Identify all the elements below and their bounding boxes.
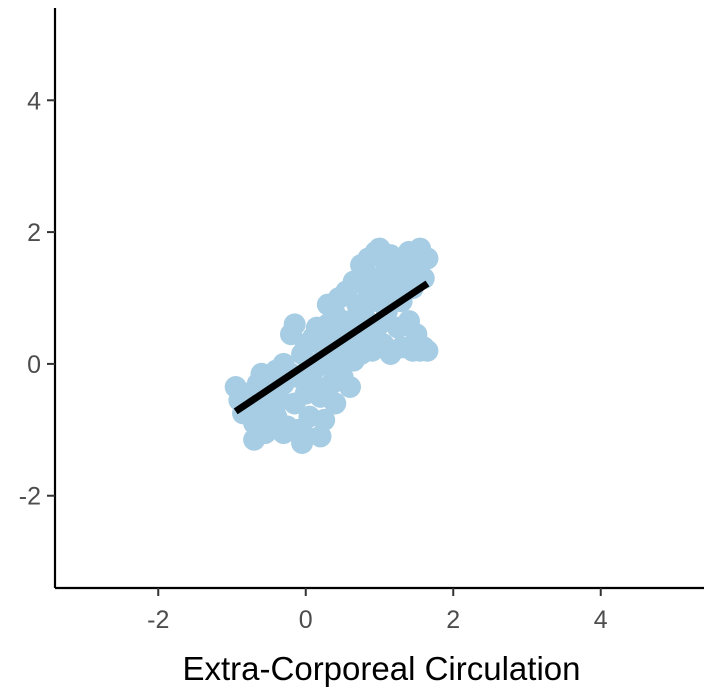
data-point [294,425,317,448]
data-point [272,422,295,445]
data-point [283,313,306,336]
data-point [324,392,347,415]
x-axis-title: Extra-Corporeal Circulation [183,650,581,687]
x-tick-label: 4 [594,606,608,634]
regression-line [233,280,430,415]
y-tick-label: 4 [27,87,41,115]
y-axis-ticks: -2 0 2 4 [19,87,55,511]
data-point [316,293,339,316]
y-tick-label: 0 [27,351,41,379]
x-tick-label: -2 [147,606,169,634]
x-axis-ticks: -2 0 2 4 [147,588,608,634]
data-point [250,362,273,385]
data-point [416,339,439,362]
points-layer [224,237,439,454]
x-tick-label: 0 [299,606,313,634]
data-point [313,408,336,431]
data-point [416,247,439,270]
y-tick-label: -2 [19,483,41,511]
data-point [339,375,361,398]
data-point [412,267,435,290]
x-tick-label: 2 [446,606,460,634]
y-tick-label: 2 [27,219,41,247]
data-point [254,422,277,445]
